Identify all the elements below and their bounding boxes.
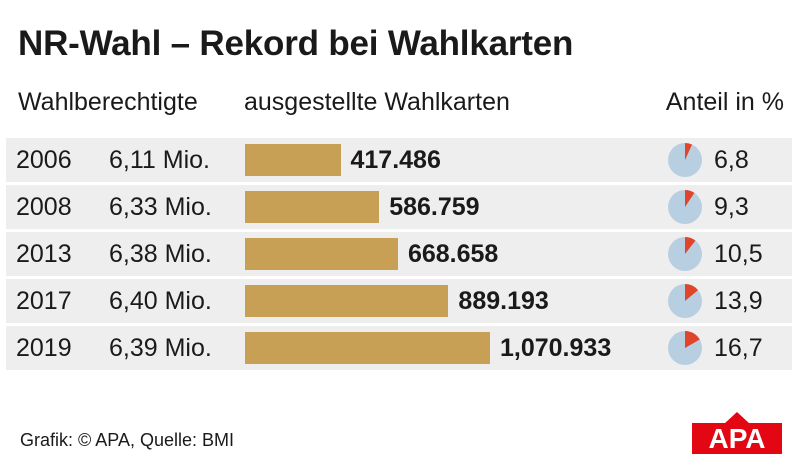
- bar-value-label: 417.486: [350, 146, 441, 174]
- table-row: 2008 6,33 Mio. 586.759 9,3: [6, 185, 792, 229]
- bar-value-label: 586.759: [389, 193, 480, 221]
- share-pie: [668, 284, 702, 318]
- bar: [245, 191, 380, 223]
- bar-value-label: 668.658: [407, 240, 499, 268]
- table-row: 2017 6,40 Mio. 889.193 13,9: [6, 279, 792, 323]
- eligible-label: 6,33 Mio.: [109, 193, 212, 221]
- bar: [245, 238, 398, 270]
- share-pie: [668, 143, 702, 177]
- bar-value-label: 1,070.933: [500, 334, 612, 362]
- pie-slice: [685, 190, 695, 207]
- eligible-label: 6,11 Mio.: [109, 146, 210, 174]
- pie-slice: [685, 331, 700, 348]
- eligible-label: 6,40 Mio.: [109, 287, 212, 315]
- bar: [245, 144, 341, 176]
- apa-logo-text: APA: [708, 423, 765, 454]
- header-share: Anteil in %: [665, 88, 784, 116]
- pie-slice: [685, 284, 699, 301]
- table-row: 2006 6,11 Mio. 417.486 6,8: [6, 138, 792, 182]
- bar: [245, 285, 449, 317]
- pie-slice: [685, 237, 696, 254]
- year-label: 2008: [16, 193, 72, 221]
- chart-title: NR-Wahl – Rekord bei Wahlkarten: [18, 24, 574, 63]
- share-label: 16,7: [714, 334, 763, 362]
- share-pie: [668, 237, 702, 271]
- footer-source: Grafik: © APA, Quelle: BMI: [20, 430, 234, 450]
- apa-logo-icon: APA: [692, 412, 782, 454]
- table-row: 2019 6,39 Mio. 1,070.933 16,7: [6, 326, 792, 370]
- share-label: 6,8: [714, 146, 749, 174]
- year-label: 2017: [16, 287, 72, 315]
- header-eligible: Wahlberechtigte: [18, 88, 198, 116]
- year-label: 2013: [16, 240, 72, 268]
- header-cards: ausgestellte Wahlkarten: [244, 88, 510, 116]
- share-pie: [668, 331, 702, 365]
- bar-value-label: 889.193: [458, 287, 549, 315]
- eligible-label: 6,39 Mio.: [109, 334, 212, 362]
- eligible-label: 6,38 Mio.: [109, 240, 212, 268]
- bar: [245, 332, 490, 364]
- year-label: 2019: [16, 334, 72, 362]
- year-label: 2006: [16, 146, 72, 174]
- apa-logo-triangle: [724, 412, 750, 424]
- share-label: 13,9: [714, 287, 763, 315]
- share-label: 9,3: [714, 193, 749, 221]
- share-label: 10,5: [714, 240, 763, 268]
- share-pie: [668, 190, 702, 224]
- apa-logo-background: [692, 423, 782, 454]
- table-row: 2013 6,38 Mio. 668.658 10,5: [6, 232, 792, 276]
- pie-slice: [685, 143, 693, 160]
